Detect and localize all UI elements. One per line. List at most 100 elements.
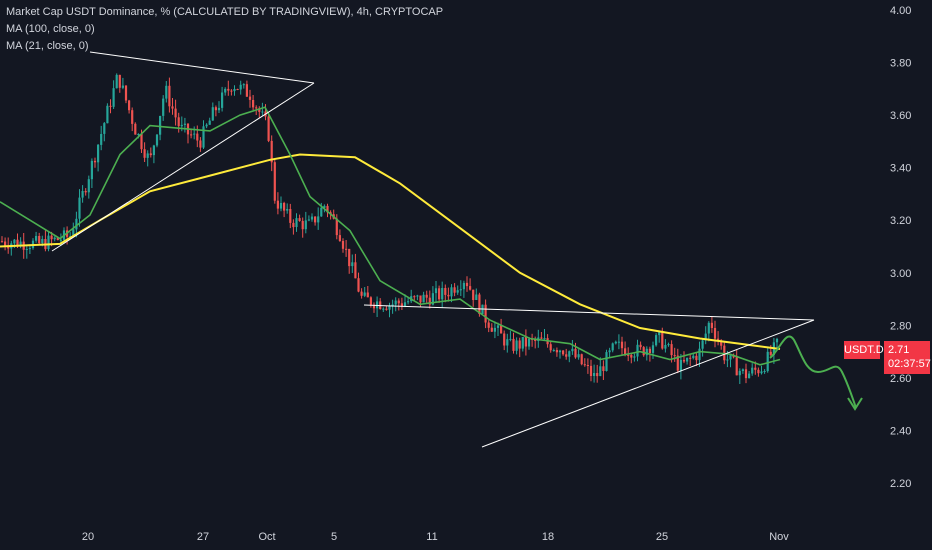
candle-body — [636, 344, 639, 357]
candle-body — [93, 160, 97, 163]
candle-body — [87, 179, 90, 193]
candle-body — [38, 236, 41, 244]
candle-body — [562, 350, 565, 355]
candle-body — [382, 308, 385, 310]
current-price: 2.71 — [888, 344, 910, 356]
candle-body — [667, 344, 670, 346]
candle-body — [540, 337, 543, 339]
candle-body — [143, 149, 146, 158]
candle-body — [205, 124, 208, 127]
candle-body — [242, 84, 245, 86]
price-tick-label: 3.40 — [890, 163, 911, 175]
candle-body — [726, 359, 729, 361]
candle-body — [493, 327, 496, 332]
trendline-resistance[interactable] — [363, 304, 815, 321]
candle-body — [534, 339, 537, 341]
candle-body — [500, 325, 503, 334]
candle-body — [574, 348, 577, 358]
candle-body — [713, 328, 717, 339]
candle-body — [295, 218, 298, 227]
time-axis[interactable]: 20 27 Oct 5 11 18 25 Nov — [82, 531, 789, 543]
candle-body — [673, 355, 676, 357]
bar-countdown: 02:37:57 — [888, 358, 931, 370]
candle-body — [416, 295, 419, 297]
candle-body — [611, 343, 614, 351]
candle-body — [617, 341, 620, 343]
candle-body — [118, 74, 121, 88]
candle-body — [651, 345, 655, 353]
candle-body — [580, 354, 583, 365]
trendline-upper-pennant[interactable] — [89, 51, 315, 84]
candle-body — [450, 287, 453, 297]
candle-body — [407, 301, 410, 303]
candle-body — [496, 325, 500, 328]
candle-body — [326, 205, 329, 213]
candle-body — [81, 191, 84, 198]
candle-body — [323, 205, 326, 208]
candle-body — [298, 218, 301, 221]
candle-body — [335, 218, 338, 236]
candle-body — [627, 354, 630, 356]
candle-body — [596, 373, 599, 377]
candle-body — [25, 249, 28, 250]
candle-body — [53, 237, 56, 240]
candle-body — [301, 221, 304, 230]
candle-body — [698, 348, 701, 361]
candle-body — [35, 236, 38, 241]
candle-body — [47, 235, 50, 250]
ma21-line — [0, 106, 781, 366]
trendline-support[interactable] — [481, 319, 815, 448]
candle-body — [190, 134, 193, 136]
candle-body — [605, 352, 608, 371]
candle-body — [484, 304, 487, 323]
candle-body — [115, 74, 118, 89]
candle-body — [431, 293, 434, 305]
candle-body — [465, 282, 469, 287]
candle-body — [289, 209, 292, 223]
candle-body — [97, 144, 100, 163]
candle-body — [270, 140, 273, 163]
candle-body — [670, 344, 673, 356]
trendline-lower-pennant[interactable] — [51, 82, 315, 252]
candle-body — [314, 216, 317, 223]
candle-body — [403, 302, 407, 307]
candle-body — [760, 371, 763, 374]
candle-body — [317, 216, 320, 223]
candle-body — [112, 88, 115, 107]
candle-body — [422, 294, 425, 303]
candle-body — [258, 108, 261, 112]
candle-body — [159, 116, 162, 135]
candle-body — [509, 338, 512, 340]
candle-body — [583, 364, 586, 366]
candle-body — [527, 338, 531, 347]
candle-body — [217, 107, 221, 111]
candle-body — [512, 338, 515, 351]
candle-body — [134, 123, 137, 135]
candle-body — [149, 153, 152, 156]
candle-body — [124, 85, 128, 101]
candle-body — [171, 106, 174, 109]
candle-body — [518, 340, 521, 349]
candle-body — [357, 278, 360, 292]
candle-body — [233, 89, 236, 92]
candle-body — [174, 108, 177, 118]
candle-body — [434, 288, 438, 294]
candle-body — [459, 289, 462, 291]
candle-body — [589, 365, 593, 376]
candle-body — [13, 239, 16, 244]
candle-body — [565, 354, 568, 357]
candle-body — [320, 207, 323, 217]
candle-body — [707, 322, 710, 334]
candle-body — [655, 335, 658, 346]
legend-title[interactable]: Market Cap USDT Dominance, % (CALCULATED… — [6, 6, 444, 18]
candle-body — [472, 289, 475, 300]
chart-legend: Market Cap USDT Dominance, % (CALCULATED… — [6, 4, 443, 55]
legend-ma21[interactable]: MA (21, close, 0) — [6, 40, 89, 52]
candle-body — [593, 373, 596, 376]
price-axis[interactable]: 4.00 3.80 3.60 3.40 3.20 3.00 2.80 2.60 2.40 2.20 — [890, 5, 911, 490]
projection-path[interactable] — [769, 335, 857, 409]
candle-body — [155, 134, 159, 146]
legend-ma100[interactable]: MA (100, close, 0) — [6, 23, 95, 35]
candle-body — [221, 92, 224, 108]
